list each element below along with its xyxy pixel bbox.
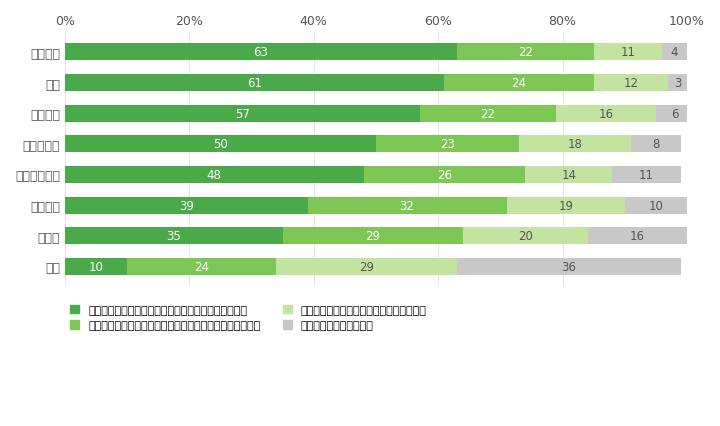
Legend: 言葉を知っており、サスティナブル消費を行っている, 言葉を知っているが、サスティナブル消費を行っていない, 言葉は聴いたことはあるがよくわからない, 言葉も聴い: 言葉を知っており、サスティナブル消費を行っている, 言葉を知っているが、サスティ… — [71, 305, 426, 331]
Bar — [65, 136, 376, 153]
Text: 4: 4 — [671, 46, 678, 59]
Bar — [507, 197, 625, 214]
Text: 11: 11 — [639, 169, 654, 181]
Bar — [444, 75, 594, 92]
Text: 57: 57 — [235, 107, 250, 121]
Text: 26: 26 — [437, 169, 452, 181]
Text: 32: 32 — [400, 199, 415, 212]
Bar — [276, 258, 457, 275]
Text: 36: 36 — [562, 260, 576, 273]
Bar — [668, 75, 687, 92]
Bar — [613, 167, 681, 184]
Text: 10: 10 — [89, 260, 104, 273]
Bar — [376, 136, 519, 153]
Bar — [65, 197, 307, 214]
Bar — [283, 228, 463, 245]
Text: 3: 3 — [674, 77, 681, 90]
Bar — [588, 228, 687, 245]
Text: 35: 35 — [166, 230, 181, 243]
Bar — [127, 258, 276, 275]
Bar — [65, 44, 457, 61]
Bar — [662, 44, 687, 61]
Text: 24: 24 — [194, 260, 210, 273]
Bar — [594, 75, 668, 92]
Text: 22: 22 — [480, 107, 495, 121]
Bar — [625, 197, 687, 214]
Text: 6: 6 — [671, 107, 678, 121]
Text: 8: 8 — [652, 138, 660, 151]
Bar — [307, 197, 507, 214]
Text: 61: 61 — [247, 77, 262, 90]
Bar — [519, 136, 631, 153]
Text: 22: 22 — [518, 46, 533, 59]
Text: 63: 63 — [253, 46, 269, 59]
Bar — [631, 136, 681, 153]
Bar — [65, 106, 420, 122]
Text: 39: 39 — [179, 199, 194, 212]
Bar — [65, 228, 283, 245]
Bar — [65, 75, 444, 92]
Bar — [656, 106, 693, 122]
Text: 50: 50 — [213, 138, 228, 151]
Text: 24: 24 — [512, 77, 526, 90]
Text: 19: 19 — [558, 199, 573, 212]
Text: 16: 16 — [630, 230, 645, 243]
Bar — [65, 258, 127, 275]
Bar — [457, 258, 681, 275]
Text: 29: 29 — [365, 230, 380, 243]
Text: 10: 10 — [649, 199, 663, 212]
Text: 11: 11 — [621, 46, 636, 59]
Bar — [557, 106, 656, 122]
Bar — [420, 106, 557, 122]
Text: 48: 48 — [207, 169, 222, 181]
Bar — [364, 167, 526, 184]
Bar — [594, 44, 662, 61]
Bar — [463, 228, 588, 245]
Text: 20: 20 — [518, 230, 533, 243]
Text: 23: 23 — [440, 138, 455, 151]
Text: 12: 12 — [624, 77, 639, 90]
Text: 14: 14 — [562, 169, 576, 181]
Text: 29: 29 — [359, 260, 374, 273]
Text: 16: 16 — [598, 107, 613, 121]
Bar — [526, 167, 613, 184]
Bar — [457, 44, 594, 61]
Text: 18: 18 — [567, 138, 582, 151]
Bar — [65, 167, 364, 184]
